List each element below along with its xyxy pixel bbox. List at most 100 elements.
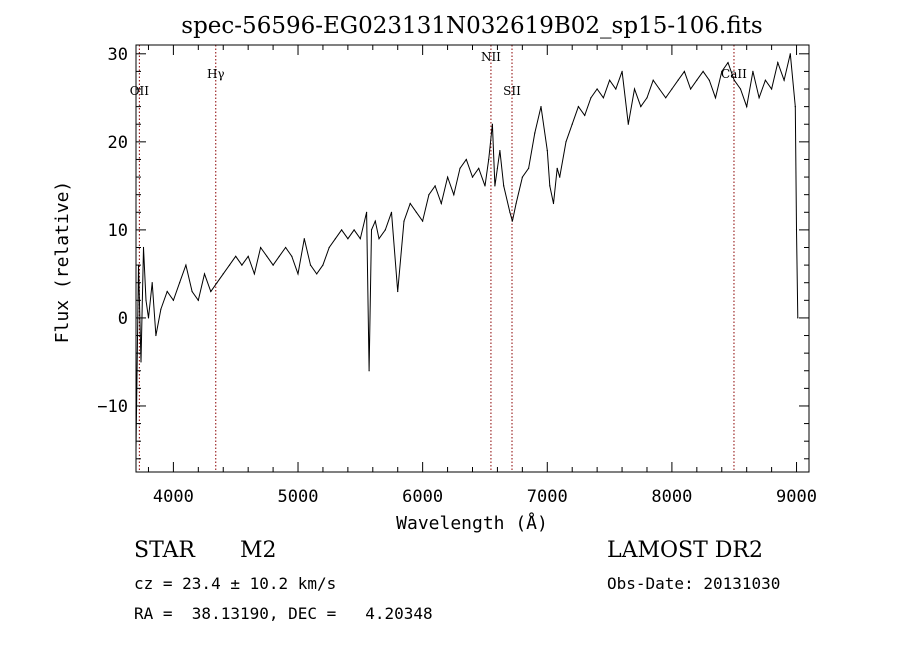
data-point — [509, 211, 511, 213]
data-point — [309, 264, 312, 266]
data-point — [285, 246, 287, 249]
data-point — [584, 114, 586, 116]
x-tick-label: 5000 — [278, 487, 319, 507]
data-point — [515, 202, 517, 205]
data-point — [696, 79, 698, 81]
data-point — [789, 53, 791, 55]
x-tick-label: 9000 — [776, 487, 817, 507]
data-point — [571, 123, 573, 125]
line-marker-label: NII — [481, 50, 501, 64]
y-tick-label: −10 — [97, 397, 128, 417]
data-point — [521, 176, 524, 178]
data-point — [191, 290, 193, 293]
data-point — [272, 264, 274, 266]
data-point — [488, 158, 490, 161]
data-point — [658, 88, 661, 90]
line-marker-label: OII — [130, 84, 150, 98]
data-point — [652, 79, 654, 81]
data-point — [746, 106, 748, 108]
object-subclass: M2 — [240, 538, 277, 563]
survey-name: LAMOST DR2 — [607, 538, 763, 563]
data-point — [708, 79, 710, 81]
data-point — [166, 290, 168, 293]
data-point — [147, 317, 150, 319]
line-marker-label: Hγ — [207, 67, 225, 81]
data-point — [260, 246, 262, 249]
data-point — [341, 229, 343, 231]
data-point — [222, 273, 224, 275]
x-tick-label: 8000 — [651, 487, 692, 507]
data-point — [179, 282, 181, 284]
data-point — [721, 70, 723, 72]
data-point — [797, 317, 799, 319]
chart-title: spec-56596-EG023131N032619B02_sp15-106.f… — [181, 13, 762, 39]
data-point — [453, 194, 455, 196]
data-point — [491, 123, 493, 125]
data-point — [484, 185, 486, 187]
y-tick-label: 0 — [118, 309, 128, 329]
x-tick-label: 6000 — [402, 487, 443, 507]
data-point — [210, 290, 212, 293]
data-point — [334, 238, 336, 240]
data-point — [303, 238, 305, 240]
object-class: STAR — [134, 538, 195, 563]
data-point — [496, 167, 498, 169]
data-point — [378, 238, 380, 240]
data-point — [440, 202, 442, 205]
data-point — [621, 70, 623, 72]
data-point — [549, 185, 551, 187]
data-point — [565, 141, 567, 143]
data-point — [471, 176, 474, 178]
data-point — [374, 220, 376, 222]
data-point — [347, 238, 349, 240]
data-point — [353, 229, 355, 231]
y-axis-ticks: −10 0 10 20 30 — [97, 45, 809, 460]
data-point — [758, 97, 760, 99]
data-point — [764, 79, 767, 81]
data-point — [266, 255, 268, 257]
data-point — [534, 132, 536, 134]
data-point — [615, 88, 617, 90]
data-point — [577, 106, 580, 108]
data-point — [511, 220, 513, 222]
data-point — [640, 106, 642, 108]
data-point — [397, 290, 399, 293]
data-point — [683, 70, 686, 72]
data-point — [422, 220, 424, 222]
coordinates: RA = 38.13190, DEC = 4.20348 — [134, 604, 433, 623]
data-point — [359, 238, 361, 240]
data-point — [145, 299, 147, 301]
data-point — [503, 185, 505, 187]
data-point — [370, 229, 373, 231]
data-point — [368, 370, 370, 372]
x-axis-ticks: 4000 5000 6000 7000 8000 9000 — [147, 45, 817, 507]
data-point — [677, 79, 679, 81]
data-point — [228, 264, 231, 266]
emission-line-markers: OII Hγ NII SII CaII — [130, 45, 747, 472]
data-point — [559, 176, 561, 178]
data-point — [297, 273, 299, 275]
data-point — [160, 308, 162, 310]
data-point — [795, 229, 798, 231]
data-point — [172, 299, 174, 301]
x-tick-label: 7000 — [527, 487, 568, 507]
data-point — [665, 97, 667, 99]
data-point — [316, 273, 318, 275]
data-point — [702, 70, 704, 72]
data-point — [415, 211, 417, 213]
data-point — [253, 273, 255, 275]
data-point — [235, 255, 237, 257]
data-point — [478, 167, 480, 169]
data-point — [459, 167, 461, 169]
observation-date: Obs-Date: 20131030 — [607, 574, 781, 593]
data-point — [366, 211, 368, 213]
data-point — [633, 88, 636, 90]
data-point — [627, 123, 629, 125]
data-point — [203, 273, 206, 275]
y-tick-label: 30 — [108, 45, 128, 65]
data-point — [771, 88, 773, 90]
data-point — [247, 255, 249, 257]
data-point — [777, 62, 779, 64]
data-point — [590, 97, 592, 99]
data-point — [142, 246, 145, 249]
